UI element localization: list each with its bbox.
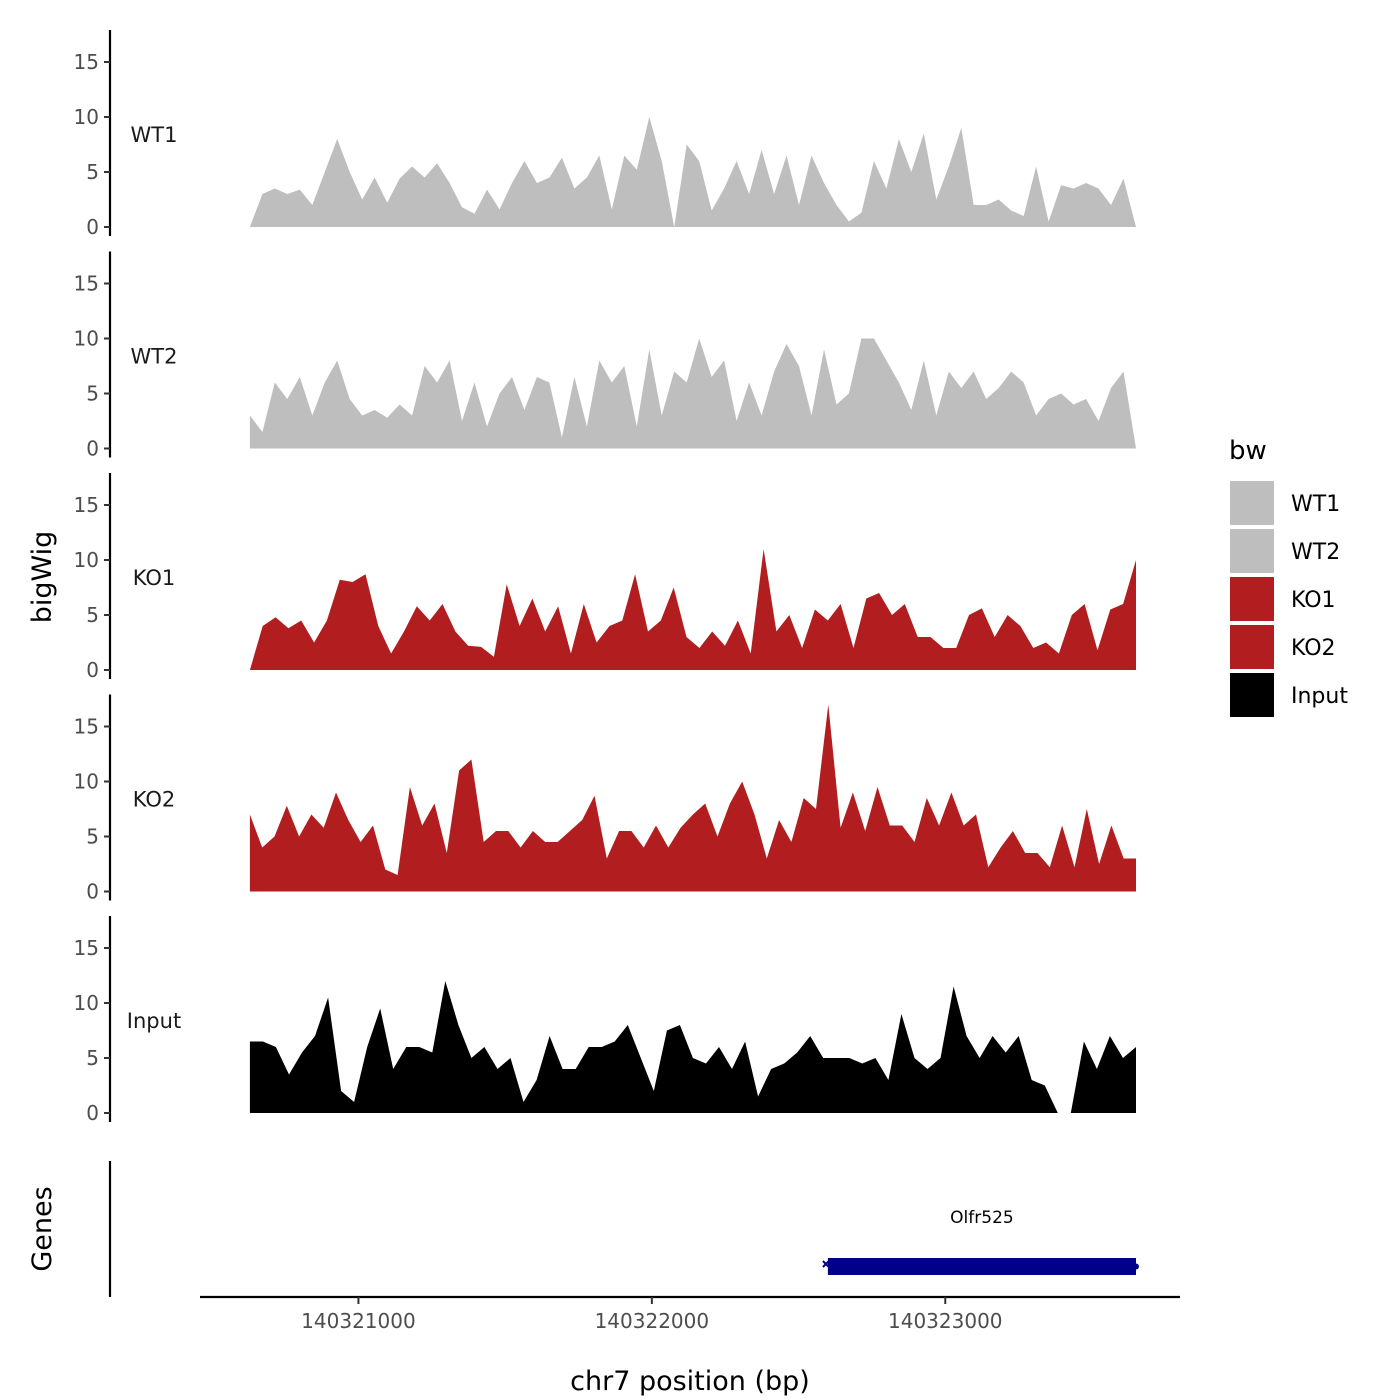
coverage-area-wt1 [249, 117, 1136, 227]
gene-label: Olfr525 [950, 1208, 1014, 1228]
y-tick-label: 5 [86, 160, 99, 184]
x-axis: 140321000 140322000 140323000 [200, 1295, 1180, 1333]
legend: bw WT1 WT2 KO1 KO2 Input [1229, 436, 1348, 717]
y-tick-label: 15 [74, 493, 99, 517]
track-label: KO1 [133, 566, 176, 590]
y-tick-label: 5 [86, 382, 99, 406]
coverage-tracks: 0 5 10 15 WT1 0 5 10 15 WT2 0 5 10 15 KO1 0 5 10 15 KO2 0 5 10… [74, 30, 1136, 1125]
track-ko1: 0 5 10 15 KO1 [74, 473, 1136, 682]
genes-axis-title: Genes [27, 1186, 58, 1271]
y-tick-label: 0 [86, 437, 99, 461]
legend-swatch [1230, 673, 1274, 717]
legend-label: Input [1291, 684, 1348, 709]
y-tick-label: 5 [86, 825, 99, 849]
track-label: WT1 [131, 123, 178, 147]
gene-end-marker [1132, 1263, 1139, 1270]
legend-swatch [1230, 529, 1274, 573]
y-tick-label: 5 [86, 603, 99, 627]
track-wt2: 0 5 10 15 WT2 [74, 251, 1136, 461]
track-label: Input [127, 1009, 181, 1033]
y-tick-label: 0 [86, 215, 99, 239]
legend-swatch [1230, 577, 1274, 621]
y-tick-label: 10 [74, 105, 99, 129]
gene-track: Olfr525 [108, 1161, 1139, 1297]
legend-label: KO2 [1291, 636, 1336, 661]
y-tick-label: 10 [74, 327, 99, 351]
legend-title: bw [1229, 436, 1267, 466]
y-tick-label: 0 [86, 658, 99, 682]
legend-swatch [1230, 625, 1274, 669]
x-tick-label: 140321000 [301, 1309, 416, 1333]
y-tick-label: 0 [86, 1101, 99, 1125]
coverage-area-input [249, 981, 1136, 1113]
x-axis-title: chr7 position (bp) [570, 1366, 810, 1397]
x-tick-label: 140322000 [595, 1309, 710, 1333]
y-tick-label: 0 [86, 880, 99, 904]
track-input: 0 5 10 15 Input [74, 916, 1136, 1125]
coverage-area-ko1 [249, 549, 1136, 670]
gene-bar [827, 1258, 1136, 1275]
y-tick-label: 10 [74, 548, 99, 572]
y-tick-label: 5 [86, 1046, 99, 1070]
x-tick-label: 140323000 [888, 1309, 1003, 1333]
legend-label: WT1 [1291, 492, 1340, 517]
y-tick-label: 15 [74, 936, 99, 960]
track-label: WT2 [131, 345, 178, 369]
legend-label: KO1 [1291, 588, 1336, 613]
y-axis-title: bigWig [27, 531, 58, 624]
coverage-area-ko2 [249, 704, 1136, 892]
y-tick-label: 10 [74, 770, 99, 794]
y-tick-label: 10 [74, 991, 99, 1015]
track-label: KO2 [133, 788, 176, 812]
y-tick-label: 15 [74, 715, 99, 739]
y-tick-label: 15 [74, 50, 99, 74]
y-tick-label: 15 [74, 272, 99, 296]
track-ko2: 0 5 10 15 KO2 [74, 694, 1136, 904]
track-wt1: 0 5 10 15 WT1 [74, 30, 1136, 239]
legend-swatch [1230, 481, 1274, 525]
legend-label: WT2 [1291, 540, 1340, 565]
coverage-area-wt2 [249, 338, 1136, 449]
gene-start-marker [822, 1260, 830, 1268]
